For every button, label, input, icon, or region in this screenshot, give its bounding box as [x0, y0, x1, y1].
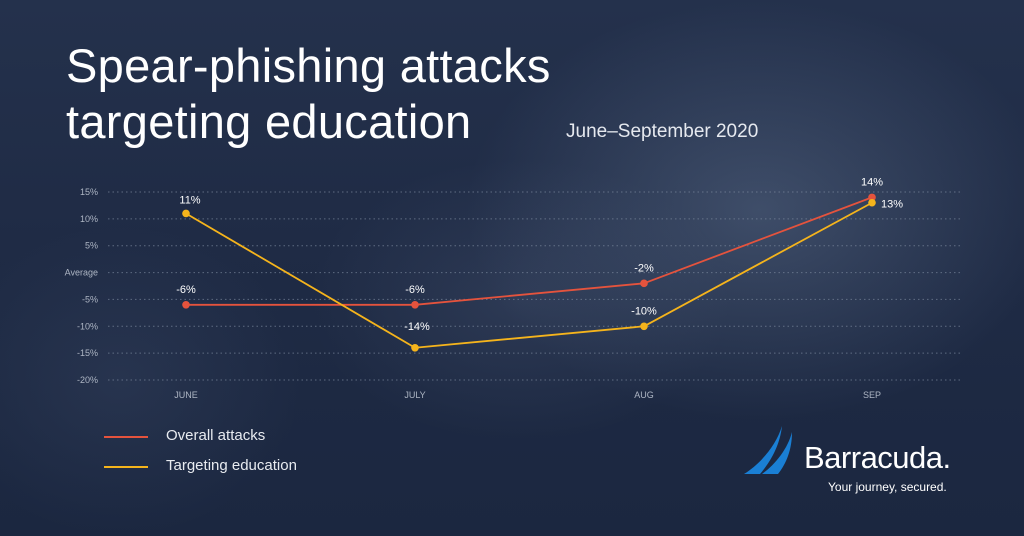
data-label: -10%: [631, 305, 657, 317]
data-point: [182, 209, 190, 218]
data-point: [640, 322, 648, 331]
legend-swatch-targeting-education: [104, 466, 148, 468]
data-point: [182, 301, 190, 309]
data-point: [411, 301, 419, 309]
y-tick-label: 5%: [85, 241, 98, 251]
logo-wordmark: Barracuda.: [804, 440, 951, 475]
y-tick-label: Average: [65, 268, 98, 278]
y-tick-label: -5%: [82, 294, 98, 304]
y-tick-label: 10%: [80, 214, 98, 224]
y-tick-label: -15%: [77, 348, 98, 358]
data-label: 11%: [179, 194, 200, 206]
series-line: [186, 196, 873, 306]
chart-subtitle: June–September 2020: [566, 121, 759, 142]
legend-label-targeting-education: Targeting education: [166, 457, 297, 474]
series-line: [185, 201, 873, 349]
y-tick-label: 15%: [80, 187, 98, 197]
data-label: 13%: [881, 199, 903, 211]
data-label: -6%: [405, 284, 425, 296]
x-tick-label: SEP: [863, 390, 881, 400]
data-point: [411, 343, 419, 352]
y-tick-label: -20%: [77, 375, 98, 385]
barracuda-logo: Barracuda. Your journey, secured.: [742, 424, 972, 496]
data-label: -2%: [634, 262, 654, 274]
logo-tagline: Your journey, secured.: [828, 480, 947, 494]
y-tick-label: -10%: [77, 321, 98, 331]
data-point: [640, 279, 648, 288]
legend-label-overall-attacks: Overall attacks: [166, 427, 266, 444]
data-point: [868, 193, 876, 202]
data-label: -6%: [176, 284, 196, 296]
barracuda-fin-icon: [744, 426, 792, 474]
chart-title: Spear-phishing attacks targeting educati…: [66, 39, 551, 148]
data-label: 14%: [861, 176, 883, 188]
legend-swatch-overall-attacks: [104, 436, 148, 438]
x-tick-label: JUNE: [174, 390, 198, 400]
data-label: -14%: [404, 321, 430, 333]
x-tick-label: JULY: [404, 390, 425, 400]
x-tick-label: AUG: [634, 390, 654, 400]
data-point: [868, 198, 876, 207]
